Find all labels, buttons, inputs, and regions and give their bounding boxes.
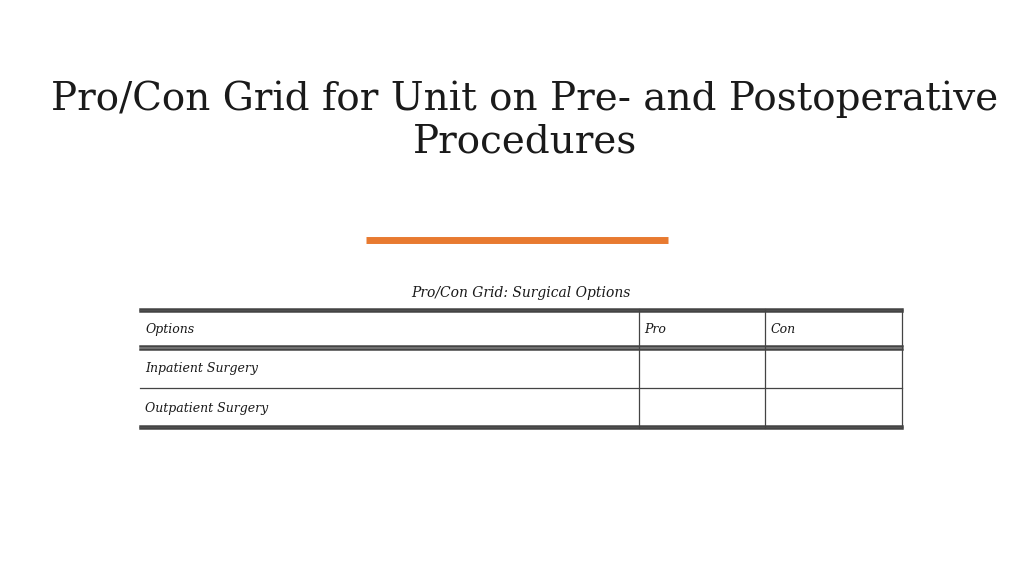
Text: Options: Options xyxy=(145,323,195,336)
Text: Pro/Con Grid: Surgical Options: Pro/Con Grid: Surgical Options xyxy=(412,286,631,300)
Text: Inpatient Surgery: Inpatient Surgery xyxy=(145,362,258,375)
Text: Con: Con xyxy=(770,323,796,336)
Text: Pro: Pro xyxy=(644,323,667,336)
Text: Outpatient Surgery: Outpatient Surgery xyxy=(145,402,268,415)
Text: Pro/Con Grid for Unit on Pre- and Postoperative
Procedures: Pro/Con Grid for Unit on Pre- and Postop… xyxy=(51,80,998,161)
